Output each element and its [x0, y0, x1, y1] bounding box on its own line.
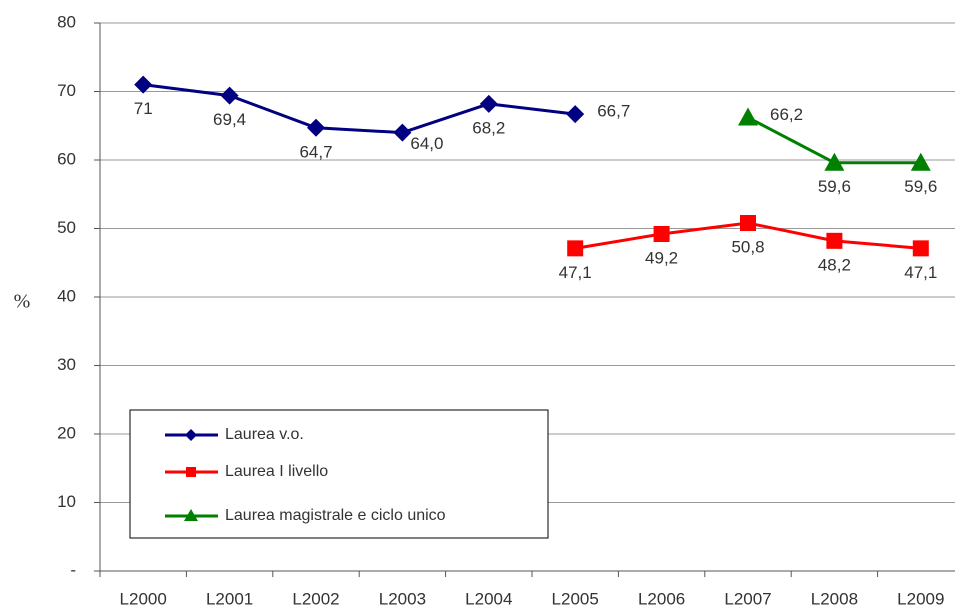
legend-marker	[186, 467, 196, 477]
y-tick-label: 30	[57, 355, 76, 374]
x-tick-label: L2004	[465, 589, 512, 608]
data-label: 69,4	[213, 110, 246, 129]
data-label: 49,2	[645, 248, 678, 267]
x-tick-label: L2003	[379, 589, 426, 608]
marker	[824, 152, 845, 171]
data-label: 66,2	[770, 105, 803, 124]
data-label: 64,7	[299, 142, 332, 161]
x-tick-label: L2008	[811, 589, 858, 608]
data-label: 47,1	[559, 263, 592, 282]
data-label: 66,7	[597, 102, 630, 121]
legend-marker	[184, 509, 198, 521]
marker	[307, 118, 325, 137]
x-tick-label: L2000	[120, 589, 167, 608]
x-tick-label: L2006	[638, 589, 685, 608]
x-tick-label: L2001	[206, 589, 253, 608]
data-label: 68,2	[472, 118, 505, 137]
y-tick-label: -	[70, 560, 76, 579]
legend-label: Laurea I livello	[225, 463, 328, 480]
marker	[738, 107, 758, 126]
y-axis-label: %	[14, 291, 31, 313]
series-line	[143, 83, 576, 135]
y-tick-label: 20	[57, 423, 76, 442]
marker	[740, 215, 756, 232]
marker	[134, 75, 153, 94]
data-label: 64,0	[410, 134, 443, 153]
marker	[912, 240, 929, 257]
marker	[910, 152, 931, 171]
y-tick-label: 70	[57, 81, 76, 100]
legend-label: Laurea magistrale e ciclo unico	[225, 507, 446, 524]
marker	[393, 123, 412, 142]
x-tick-label: L2007	[724, 589, 771, 608]
legend-label: Laurea v.o.	[225, 426, 304, 443]
legend-marker	[185, 429, 197, 441]
data-label: 47,1	[904, 263, 937, 282]
y-tick-label: 50	[57, 218, 76, 237]
data-label: 71	[134, 99, 153, 118]
marker	[826, 232, 843, 249]
data-label: 48,2	[818, 255, 851, 274]
x-tick-label: L2009	[897, 589, 944, 608]
data-label: 59,6	[904, 177, 937, 196]
data-label: 50,8	[731, 238, 764, 257]
marker	[567, 240, 584, 257]
y-tick-label: 10	[57, 492, 76, 511]
marker	[653, 225, 670, 242]
y-tick-label: 80	[57, 12, 76, 31]
marker	[566, 105, 585, 124]
data-label: 59,6	[818, 177, 851, 196]
y-tick-label: 40	[57, 286, 76, 305]
marker	[479, 94, 498, 113]
legend: Laurea v.o. Laurea I livello Laurea magist…	[129, 409, 549, 539]
marker	[220, 86, 239, 105]
x-tick-label: L2002	[292, 589, 339, 608]
x-tick-label: L2005	[552, 589, 599, 608]
y-tick-label: 60	[57, 149, 76, 168]
